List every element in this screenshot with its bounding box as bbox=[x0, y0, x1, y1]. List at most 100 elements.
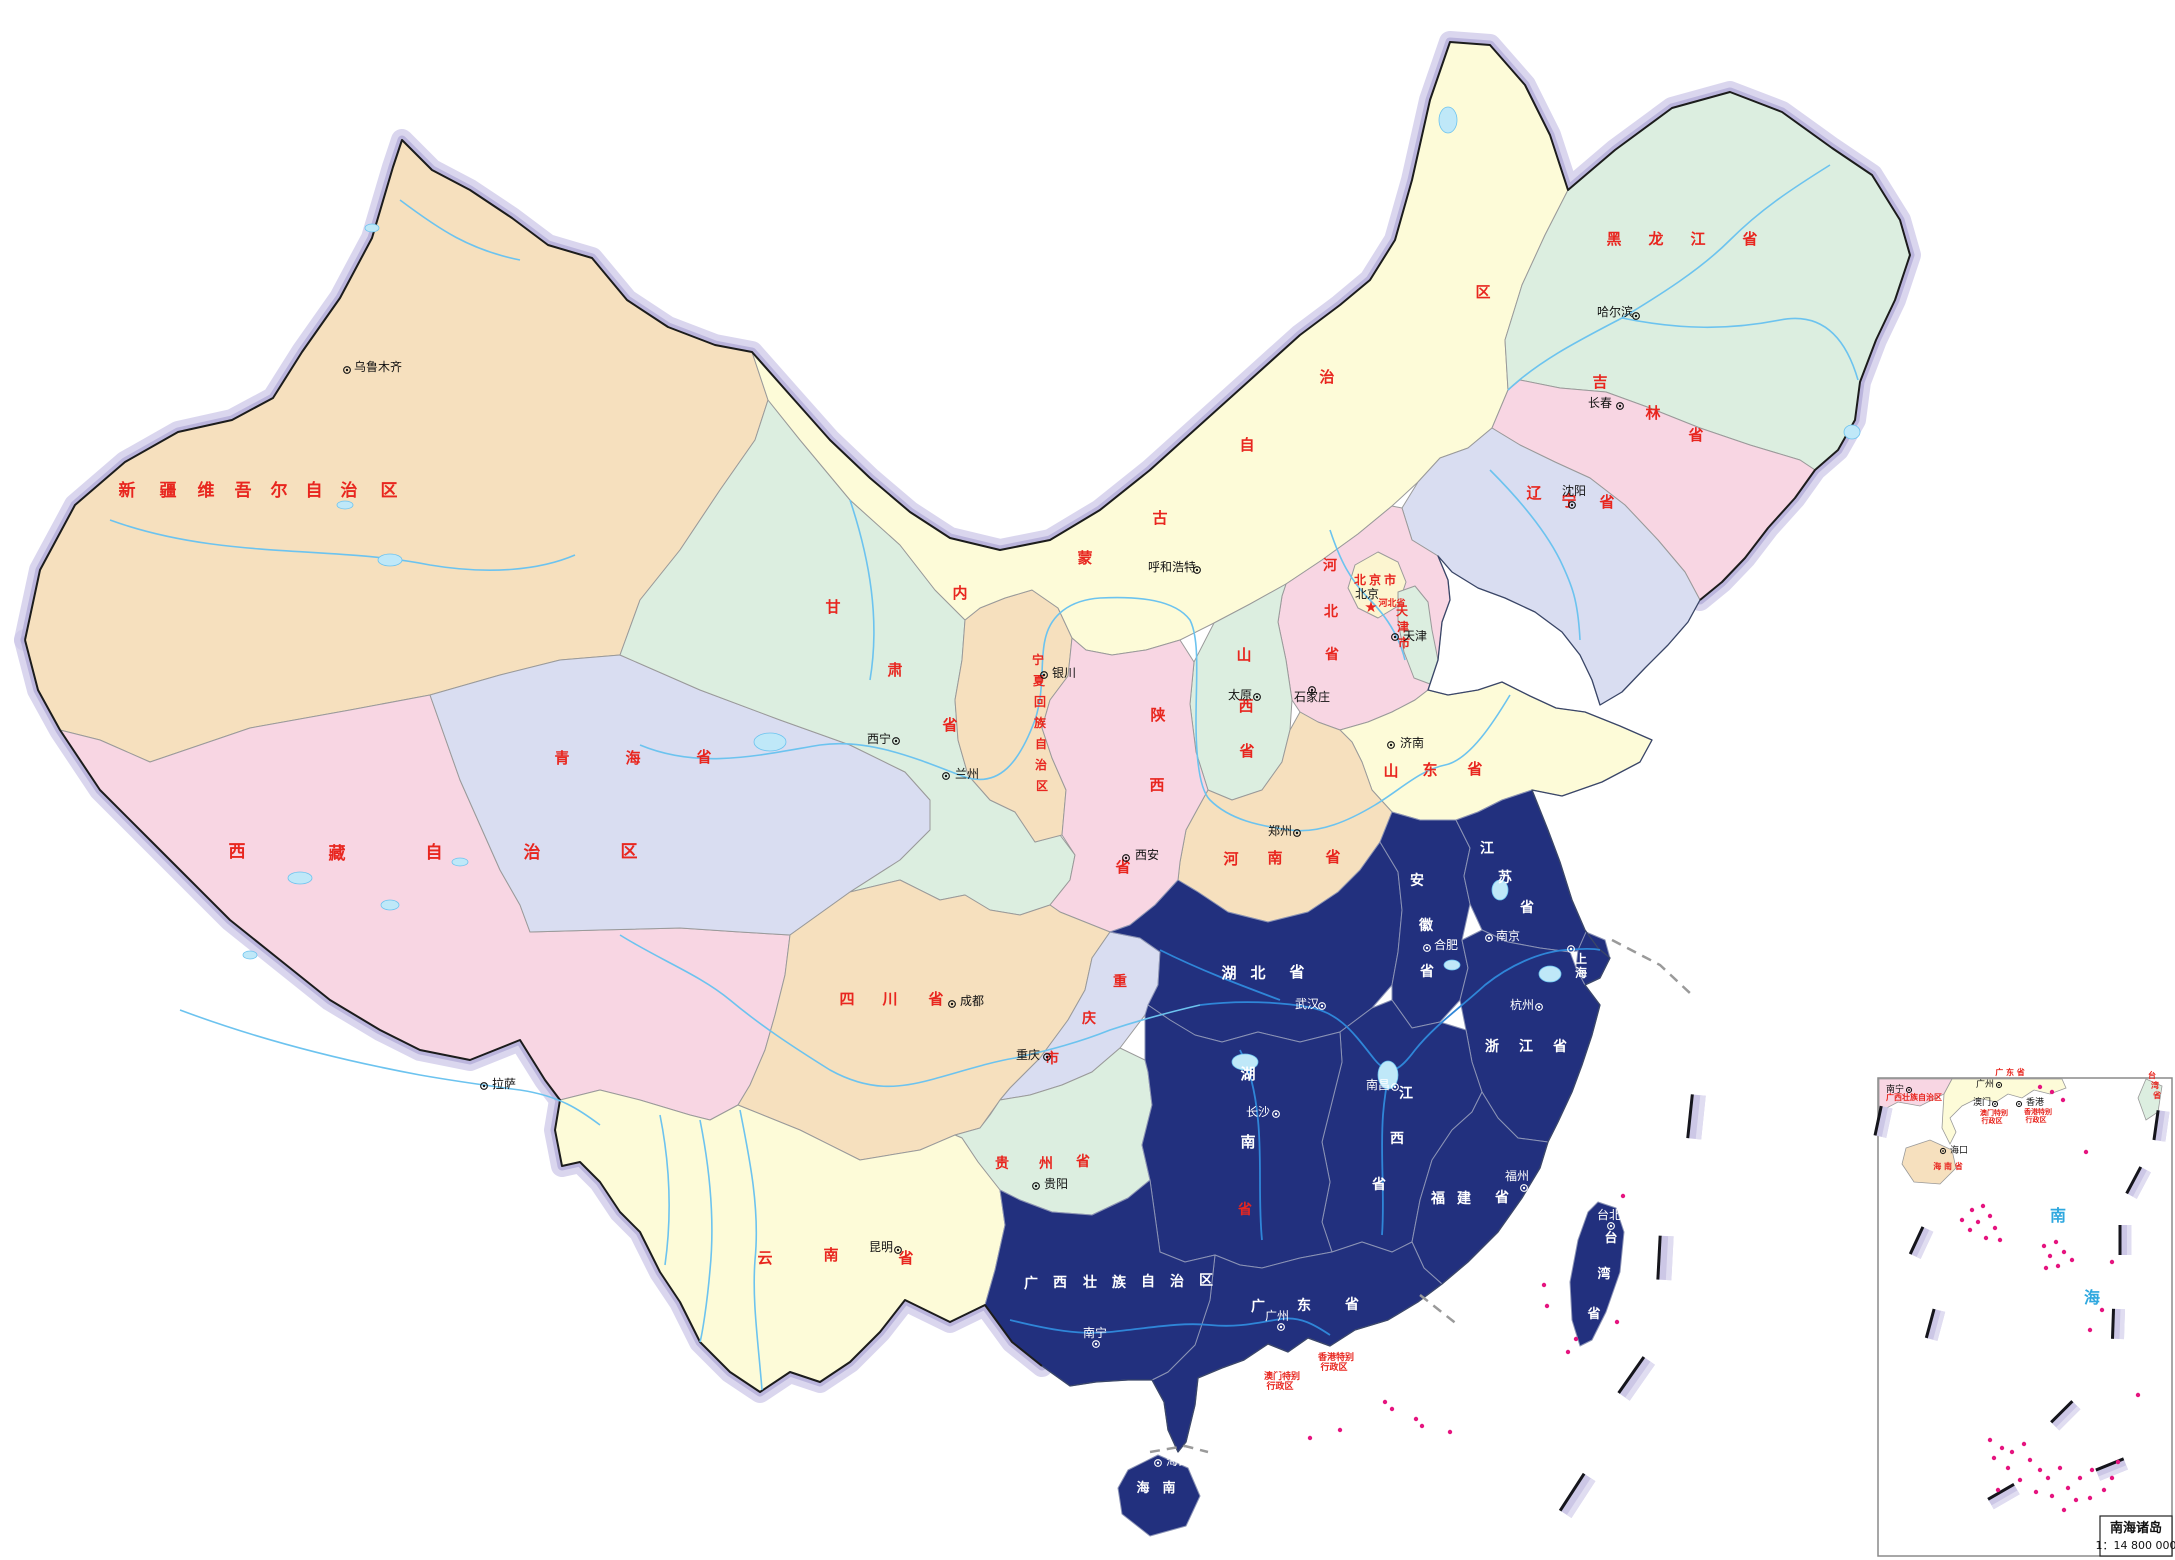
inset-south-china-sea[interactable]: 南海诸岛 1：14 800 000 广西壮族自治区 广 东 省海 南 省 台湾省澳门… bbox=[1873, 1067, 2175, 1557]
city-marker-dot bbox=[1425, 946, 1429, 950]
label-guangxi: 自 bbox=[1141, 1273, 1155, 1290]
city-marker-dot bbox=[1279, 1368, 1283, 1372]
city-label: 天津 bbox=[1403, 629, 1427, 643]
inset-island-dot bbox=[2060, 1097, 2066, 1103]
inset-dash-segment bbox=[2152, 1110, 2170, 1142]
city-marker-dot bbox=[1195, 568, 1199, 572]
inset-scale: 1：14 800 000 bbox=[2096, 1539, 2175, 1552]
islands bbox=[1307, 1193, 1626, 1441]
inset-guangdong bbox=[1941, 1078, 2067, 1145]
city-label: 哈尔滨 bbox=[1597, 304, 1633, 319]
inset-sea-hai: 海 bbox=[2084, 1288, 2100, 1307]
label-tianjin-shi: 天 bbox=[1396, 604, 1409, 618]
city-marker-dot bbox=[1570, 503, 1574, 507]
label-sichuan: 川 bbox=[881, 990, 897, 1008]
label-shanxi: 省 bbox=[1238, 742, 1254, 760]
label-jilin: 林 bbox=[1645, 404, 1661, 422]
inset-island-dot bbox=[2077, 1475, 2083, 1481]
inset-city-marker bbox=[2015, 1100, 2023, 1108]
label-yunnan: 省 bbox=[897, 1249, 913, 1267]
city-marker-dot bbox=[1389, 743, 1393, 747]
inset-guangdong-inset: 广 东 省 bbox=[1995, 1067, 2025, 1077]
city-marker-dot bbox=[1634, 314, 1638, 318]
label-xinjiang: 区 bbox=[381, 481, 398, 501]
label-guizhou: 贵 bbox=[995, 1155, 1009, 1172]
inset-dash-segment bbox=[1873, 1105, 1893, 1138]
province-taiwan[interactable] bbox=[1569, 1201, 1625, 1347]
label-shanghai: 上 bbox=[1575, 951, 1587, 966]
inset-island-dot bbox=[2089, 1467, 2095, 1473]
label-guangxi: 族 bbox=[1112, 1274, 1127, 1291]
city-marker bbox=[1040, 671, 1048, 679]
city-marker bbox=[1272, 1110, 1280, 1118]
city-marker bbox=[1535, 1003, 1543, 1011]
label-zhejiang: 浙 bbox=[1485, 1038, 1499, 1055]
inset-scale-box bbox=[2099, 1515, 2173, 1557]
island-dot bbox=[1541, 1282, 1547, 1288]
province-hainan[interactable] bbox=[1117, 1454, 1201, 1537]
label-neimenggu: 古 bbox=[1152, 509, 1167, 527]
label-guangxi: 治 bbox=[1170, 1273, 1184, 1290]
label-jilin: 吉 bbox=[1592, 373, 1607, 391]
inset-island-dot bbox=[2053, 1239, 2059, 1245]
label-guangxi: 区 bbox=[1199, 1273, 1213, 1289]
label-guangxi: 广 bbox=[1024, 1275, 1038, 1292]
label-beijing-shi: 市 bbox=[1384, 572, 1396, 587]
dash-segment bbox=[1656, 1235, 1674, 1281]
inset-island-dot bbox=[1983, 1235, 1989, 1241]
sea-boundary-dashes bbox=[1149, 938, 1693, 1454]
city-marker bbox=[343, 366, 351, 374]
inset-island-dot bbox=[2055, 1263, 2061, 1269]
dash-segment bbox=[1558, 1472, 1596, 1518]
label-gansu: 肃 bbox=[887, 661, 902, 679]
label-neimenggu: 内 bbox=[952, 584, 967, 602]
inset-island-dot bbox=[2037, 1467, 2043, 1473]
island-dot bbox=[1419, 1423, 1425, 1429]
inset-island-dot bbox=[2109, 1259, 2115, 1265]
label-jiangxi: 省 bbox=[1371, 1176, 1386, 1193]
island-dot bbox=[1620, 1193, 1626, 1199]
city-marker bbox=[1607, 1222, 1615, 1230]
island-dot bbox=[1382, 1399, 1388, 1405]
city-marker bbox=[948, 1000, 956, 1008]
inset-island-dot bbox=[2069, 1257, 2075, 1263]
label-shandong: 山 bbox=[1383, 762, 1398, 780]
inset-city-marker-dot bbox=[1942, 1150, 1944, 1152]
city-marker bbox=[1293, 829, 1301, 837]
label-chongqing: 重 bbox=[1113, 973, 1127, 990]
label-xizang: 自 bbox=[426, 842, 443, 863]
label-ningxia: 区 bbox=[1036, 779, 1048, 793]
inset-island-dot bbox=[1995, 1487, 2001, 1493]
inset-island-dot bbox=[2041, 1243, 2047, 1249]
label-shanghai: 海 bbox=[1575, 965, 1587, 980]
inset-dash-segment bbox=[2110, 1308, 2126, 1340]
province-jiangsu[interactable] bbox=[1455, 789, 1599, 953]
city-marker-dot bbox=[1156, 1461, 1160, 1465]
inset-dash-segment bbox=[2050, 1400, 2081, 1431]
label-jiangxi: 江 bbox=[1399, 1085, 1413, 1102]
inset-island-dot bbox=[2101, 1487, 2107, 1493]
inset-island-dot bbox=[1987, 1437, 1993, 1443]
provinces bbox=[24, 41, 1911, 1537]
label-xinjiang: 尔 bbox=[271, 480, 288, 501]
inset-city-marker bbox=[1991, 1100, 1999, 1108]
label-qinghai: 海 bbox=[625, 749, 640, 767]
label-zhejiang: 省 bbox=[1552, 1038, 1567, 1055]
label-jiangsu: 江 bbox=[1480, 840, 1494, 857]
label-neimenggu: 治 bbox=[1319, 368, 1334, 386]
city-marker-dot bbox=[1279, 1325, 1283, 1329]
label-hainan: 南 bbox=[1162, 1480, 1175, 1496]
label-jiangsu: 省 bbox=[1519, 899, 1534, 916]
label-xinjiang: 治 bbox=[341, 480, 358, 501]
label-xizang: 区 bbox=[621, 842, 638, 862]
inset-taiwan-inset: 省 bbox=[2152, 1090, 2161, 1100]
inset-taiwan bbox=[2137, 1078, 2163, 1121]
label-hunan-sheng: 省 bbox=[1237, 1201, 1252, 1218]
inset-dash-segment bbox=[1924, 1308, 1946, 1341]
inset-city-label: 海口 bbox=[1950, 1144, 1968, 1156]
inset-city-marker bbox=[1995, 1081, 2003, 1089]
inset-guangxi-inset: 广西壮族自治区 bbox=[1886, 1092, 1942, 1102]
label-liaoning: 省 bbox=[1598, 493, 1614, 511]
